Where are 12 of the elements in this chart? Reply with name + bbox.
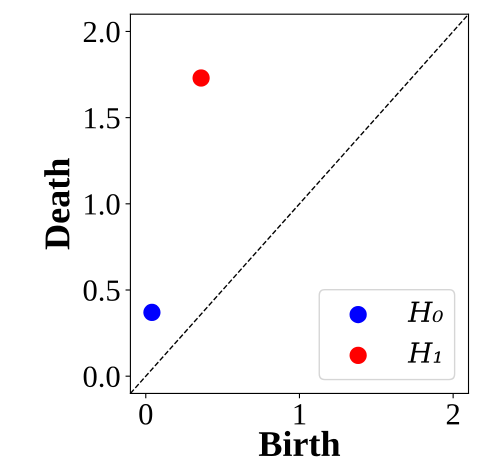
x-tick-label: 1 xyxy=(294,404,306,424)
y-tick-label: 2.0 xyxy=(84,22,120,42)
y-tick-label: 1.5 xyxy=(85,108,120,129)
y-tick-label: 0.5 xyxy=(84,280,120,302)
y-axis-title: Death xyxy=(44,158,70,250)
y-tick-label: 0.0 xyxy=(84,366,120,388)
x-tick-label: 2 xyxy=(446,404,460,424)
y-tick-label: 1.0 xyxy=(85,194,120,215)
legend-label: H₀ xyxy=(408,302,443,322)
x-axis-title: Birth xyxy=(258,430,340,456)
x-tick-label: 0 xyxy=(139,404,152,425)
legend-label: H₁ xyxy=(408,342,440,363)
